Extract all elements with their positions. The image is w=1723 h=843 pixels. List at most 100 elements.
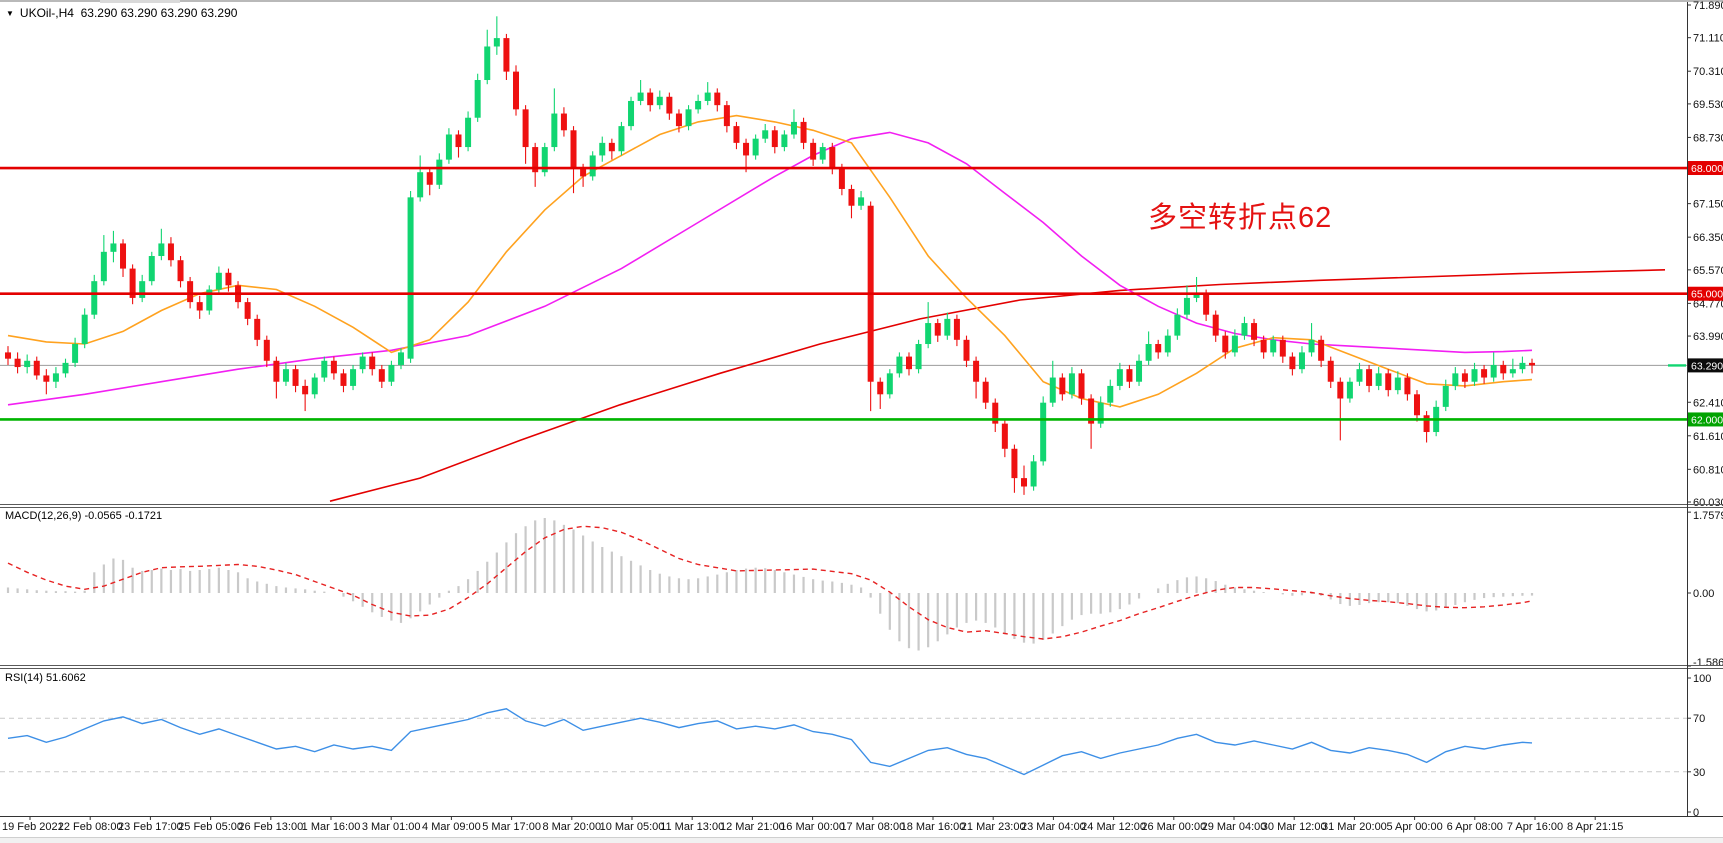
time-tick-label: 11 Mar 13:00 xyxy=(660,821,724,833)
time-tick-label: 31 Mar 20:00 xyxy=(1322,821,1387,833)
candle-body xyxy=(43,375,50,382)
macd-indicator-label: MACD(12,26,9) -0.0565 -0.1721 xyxy=(5,510,163,522)
candle-body xyxy=(771,130,778,148)
annotation-text[interactable]: 多空转折点62 xyxy=(1148,202,1333,234)
time-tick-label: 17 Mar 08:00 xyxy=(840,821,905,833)
time-tick-label: 8 Mar 20:00 xyxy=(542,821,601,833)
candle-body xyxy=(282,369,289,382)
red-trendline xyxy=(329,269,1666,502)
candle-body xyxy=(177,260,184,282)
candle-body xyxy=(666,96,673,114)
price-tick-label: 60.030 xyxy=(1693,497,1723,509)
candle-body xyxy=(1155,344,1162,353)
time-tick-label: 4 Mar 09:00 xyxy=(422,821,481,833)
level-lines-layer[interactable] xyxy=(0,166,1687,421)
candle-body xyxy=(263,339,270,361)
candle-body xyxy=(1049,377,1056,403)
macd-signal-line xyxy=(7,525,1533,640)
candle-body xyxy=(273,360,280,382)
symbol-dropdown-icon[interactable]: ▼ xyxy=(6,8,14,18)
time-tick-label: 18 Mar 16:00 xyxy=(901,821,966,833)
candle-body xyxy=(167,243,174,261)
candle-body xyxy=(580,168,587,177)
candle-body xyxy=(1298,352,1305,370)
candle-body xyxy=(829,147,836,169)
candle-body xyxy=(982,381,989,403)
time-tick-label: 19 Feb 2021 xyxy=(2,821,64,833)
candle-body xyxy=(1308,339,1315,353)
rsi-pane[interactable] xyxy=(0,708,1687,776)
candle-body xyxy=(1318,339,1325,361)
candle-body xyxy=(340,373,347,386)
candle-body xyxy=(369,356,376,370)
candle-body xyxy=(1509,369,1516,374)
candle-body xyxy=(1088,398,1095,424)
candle-body xyxy=(311,377,318,395)
candle-body xyxy=(321,360,328,378)
rsi-tick-label: 70 xyxy=(1693,713,1705,725)
candle-body xyxy=(1279,339,1286,357)
price-tick-label: 70.310 xyxy=(1693,66,1723,78)
time-tick-label: 24 Mar 12:00 xyxy=(1081,821,1146,833)
candle-body xyxy=(100,251,107,282)
candle-body xyxy=(934,323,941,336)
candle-body xyxy=(790,121,797,135)
candle-body xyxy=(1021,478,1028,487)
time-tick-label: 5 Apr 00:00 xyxy=(1386,821,1442,833)
candle-body xyxy=(225,272,232,286)
candle-body xyxy=(532,147,539,173)
candle-body xyxy=(465,117,472,148)
candle-body xyxy=(1145,344,1152,361)
candle-body xyxy=(1126,369,1133,382)
candle-body xyxy=(1346,381,1353,399)
candle-body xyxy=(445,134,452,160)
candles-layer[interactable] xyxy=(5,16,1536,495)
main-pane[interactable] xyxy=(0,114,1687,502)
candle-body xyxy=(896,356,903,374)
time-tick-label: 29 Mar 04:00 xyxy=(1202,821,1267,833)
rsi-indicator-label: RSI(14) 51.6062 xyxy=(5,672,86,684)
candle-body xyxy=(877,381,884,395)
macd-pane[interactable] xyxy=(6,518,1534,651)
candle-body xyxy=(388,364,395,382)
price-tick-label: 69.530 xyxy=(1693,99,1723,111)
time-tick-label: 7 Apr 16:00 xyxy=(1507,821,1563,833)
time-tick-label: 23 Feb 17:00 xyxy=(118,821,183,833)
candle-body xyxy=(915,344,922,370)
candle-body xyxy=(953,318,960,340)
candle-body xyxy=(1001,423,1008,449)
candle-body xyxy=(1327,360,1334,382)
candle-body xyxy=(1452,373,1459,386)
candle-body xyxy=(359,356,366,370)
resistance-price-tag-label: 65.000 xyxy=(1691,289,1723,301)
candle-body xyxy=(1461,373,1468,382)
candle-body xyxy=(24,360,31,368)
rsi-tick-label: 30 xyxy=(1693,767,1705,779)
price-tick-label: 62.410 xyxy=(1693,397,1723,409)
candle-body xyxy=(1212,314,1219,336)
candle-body xyxy=(1040,402,1047,462)
candle-body xyxy=(1356,369,1363,382)
price-axis[interactable]: 71.890 71.110 70.310 69.530 68.730 67.150 66.3… xyxy=(1687,0,1723,819)
candle-body xyxy=(1059,377,1066,395)
candle-body xyxy=(1289,356,1296,370)
candle-body xyxy=(1011,448,1018,479)
price-tick-label: 64.770 xyxy=(1693,298,1723,310)
pane-borders xyxy=(0,2,1723,817)
candle-body xyxy=(1097,402,1104,424)
resistance-price-tag xyxy=(1688,161,1723,176)
time-tick-label: 3 Mar 01:00 xyxy=(362,821,421,833)
candle-body xyxy=(1107,385,1114,403)
price-tick-label: 65.570 xyxy=(1693,265,1723,277)
resistance-price-tag-label: 68.000 xyxy=(1691,163,1723,175)
time-tick-label: 1 Mar 16:00 xyxy=(302,821,361,833)
price-tick-label: 66.350 xyxy=(1693,232,1723,244)
candle-body xyxy=(589,155,596,177)
candle-body xyxy=(781,134,788,148)
support-price-tag xyxy=(1688,412,1723,427)
candle-body xyxy=(14,358,21,368)
candle-body xyxy=(522,109,529,148)
